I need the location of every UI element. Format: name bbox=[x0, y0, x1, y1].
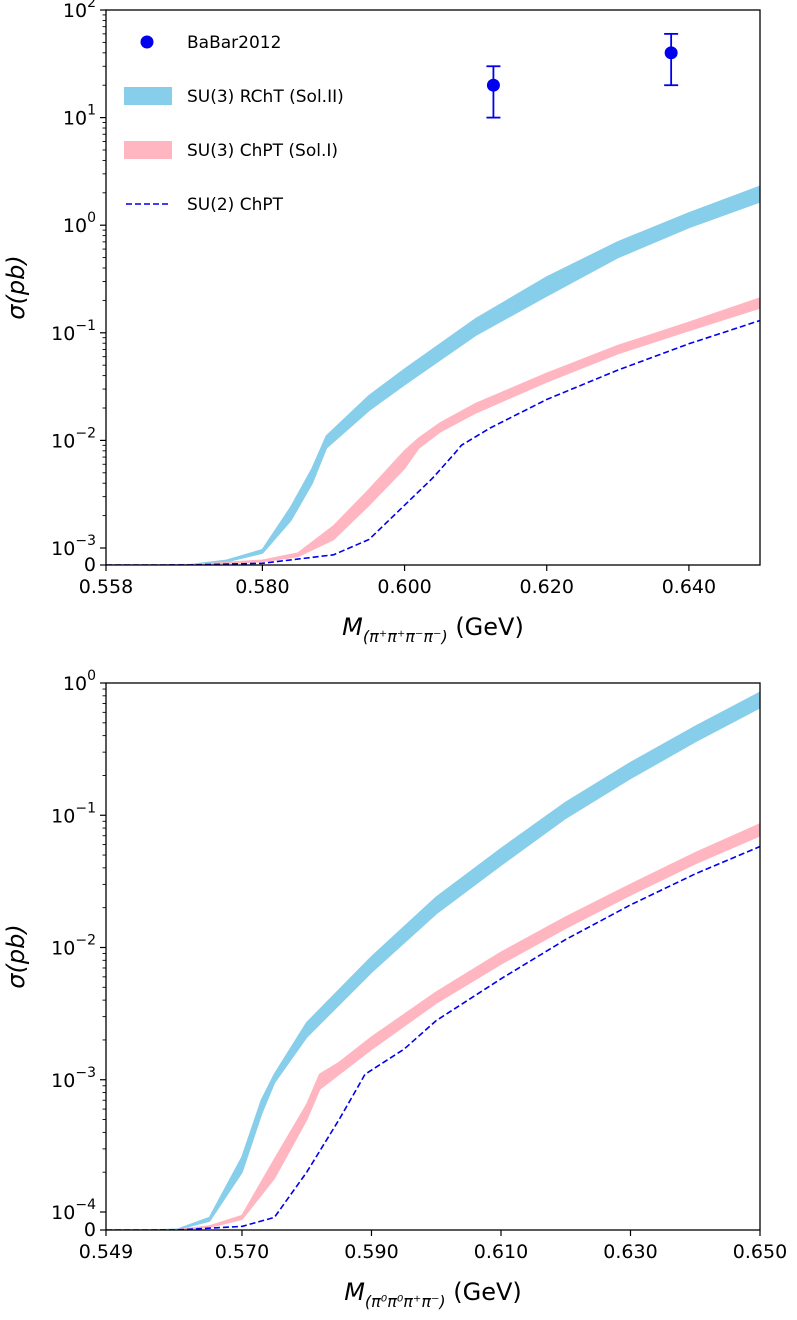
x-tick-label: 0.580 bbox=[235, 576, 289, 598]
axes-frame bbox=[105, 9, 761, 566]
band-su-3-rcht-sol-ii- bbox=[106, 691, 760, 1230]
y-tick-label: 0 bbox=[84, 1219, 96, 1241]
y-tick-label: 10−3 bbox=[51, 533, 96, 560]
x-axis-label: M(π⁰π⁰π⁺π⁻) (GeV) bbox=[344, 1278, 522, 1311]
y-tick-label: 10−1 bbox=[51, 318, 96, 345]
chart-1: 0.558 0.580 0.600 0.620 0.640 010−3 10−2 10−1 10… bbox=[2, 0, 761, 646]
y-tick-label: 0 bbox=[84, 554, 96, 576]
x-tick-label: 0.549 bbox=[79, 1241, 133, 1263]
chart-2: 0.549 0.570 0.590 0.610 0.630 0.650 010−4 10−3 1… bbox=[2, 668, 787, 1311]
y-axis-label: σ(pb) bbox=[2, 255, 30, 319]
band-su-3-chpt-sol-i- bbox=[106, 823, 760, 1230]
x-tick-label: 0.620 bbox=[520, 576, 574, 598]
band-su-3-rcht-sol-ii- bbox=[106, 185, 760, 565]
data-marker bbox=[664, 46, 678, 60]
legend-label: SU(3) RChT (Sol.II) bbox=[187, 87, 344, 107]
data-marker bbox=[486, 78, 500, 92]
legend-item: SU(2) ChPT bbox=[126, 195, 284, 215]
y-tick-label: 10−2 bbox=[51, 425, 96, 452]
legend-band-swatch bbox=[124, 87, 172, 105]
data-point bbox=[664, 32, 679, 87]
data-point bbox=[486, 65, 501, 119]
legend-item: BaBar2012 bbox=[140, 33, 281, 53]
legend-label: SU(2) ChPT bbox=[187, 195, 284, 215]
legend-item: SU(3) ChPT (Sol.I) bbox=[124, 141, 338, 161]
x-tick-label: 0.558 bbox=[79, 576, 133, 598]
y-tick-label: 102 bbox=[63, 0, 96, 22]
x-axis-label: M(π⁺π⁺π⁻π⁻) (GeV) bbox=[342, 613, 524, 646]
x-tick-label: 0.630 bbox=[603, 1241, 657, 1263]
legend-item: SU(3) RChT (Sol.II) bbox=[124, 87, 344, 107]
y-tick-label: 10−3 bbox=[51, 1065, 96, 1092]
y-tick-label: 10−4 bbox=[51, 1197, 96, 1224]
plot-area bbox=[106, 185, 760, 565]
legend: BaBar2012 SU(3) RChT (Sol.II) SU(3) ChPT (… bbox=[124, 33, 344, 215]
x-tick-label: 0.610 bbox=[474, 1241, 528, 1263]
y-tick-label: 101 bbox=[63, 103, 96, 130]
y-tick-label: 10−2 bbox=[51, 933, 96, 960]
line-su2-chpt bbox=[106, 845, 760, 1230]
legend-label: SU(3) ChPT (Sol.I) bbox=[187, 141, 338, 161]
band-su-3-chpt-sol-i- bbox=[106, 297, 760, 565]
x-tick-label: 0.590 bbox=[344, 1241, 398, 1263]
plot-area bbox=[106, 691, 760, 1230]
x-tick-label: 0.570 bbox=[215, 1241, 269, 1263]
legend-label: BaBar2012 bbox=[187, 33, 281, 53]
axes-frame bbox=[105, 682, 761, 1231]
x-tick-label: 0.600 bbox=[377, 576, 431, 598]
y-tick-label: 100 bbox=[63, 210, 96, 237]
legend-band-swatch bbox=[124, 141, 172, 159]
x-tick-label: 0.640 bbox=[662, 576, 716, 598]
x-tick-label: 0.650 bbox=[733, 1241, 787, 1263]
legend-marker-icon bbox=[140, 35, 154, 49]
y-tick-label: 100 bbox=[63, 668, 96, 695]
y-tick-label: 10−1 bbox=[51, 800, 96, 827]
y-axis-label: σ(pb) bbox=[2, 924, 30, 988]
